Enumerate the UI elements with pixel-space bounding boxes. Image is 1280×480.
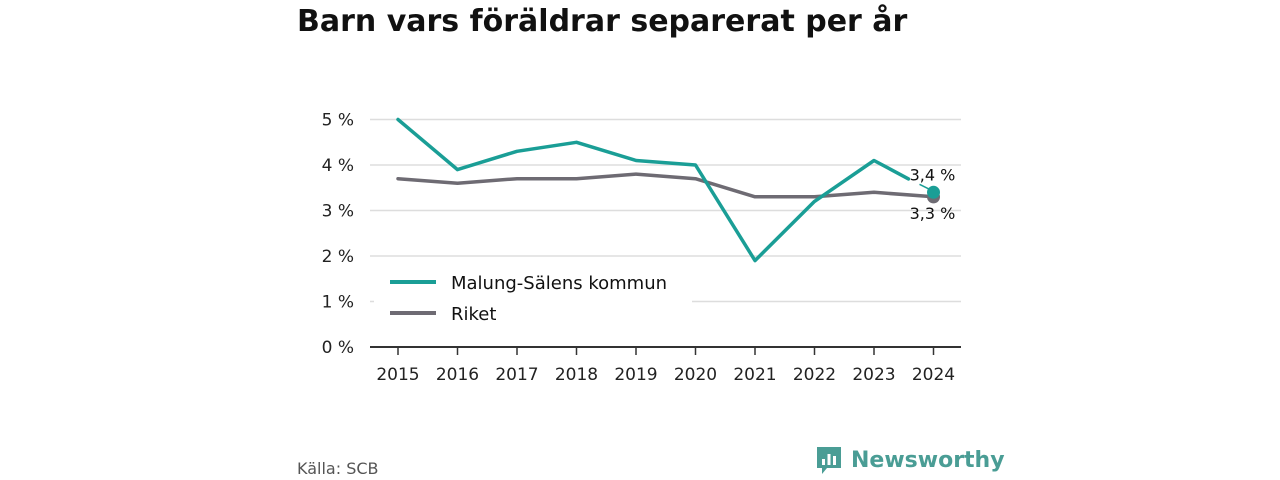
legend-label: Malung-Sälens kommun xyxy=(451,273,667,294)
legend-label: Riket xyxy=(451,304,496,325)
y-tick-label: 4 % xyxy=(322,156,354,176)
y-tick-label: 0 % xyxy=(322,338,354,358)
brand-logo: Newsworthy xyxy=(815,445,1005,475)
end-value-label: 3,3 % xyxy=(910,204,956,223)
x-tick-label: 2024 xyxy=(912,365,955,385)
legend-background xyxy=(374,265,692,333)
x-tick-label: 2023 xyxy=(852,365,895,385)
x-tick-label: 2016 xyxy=(436,365,479,385)
chart-title: Barn vars föräldrar separerat per år xyxy=(297,4,908,39)
legend: Malung-Sälens kommun Riket xyxy=(374,265,692,333)
series-end-point xyxy=(927,185,940,199)
source-note: Källa: SCB xyxy=(297,459,379,478)
x-tick-label: 2019 xyxy=(614,365,657,385)
y-tick-label: 2 % xyxy=(322,247,354,267)
x-tick-label: 2020 xyxy=(674,365,717,385)
x-tick-label: 2017 xyxy=(495,365,538,385)
series-line xyxy=(396,172,936,199)
series-lines xyxy=(396,117,940,263)
series-line xyxy=(396,117,911,263)
y-tick-label: 3 % xyxy=(322,202,354,222)
x-tick-label: 2018 xyxy=(555,365,598,385)
x-tick-label: 2015 xyxy=(376,365,419,385)
y-axis: 0 % 1 % 2 % 3 % 4 % 5 % xyxy=(322,111,354,359)
x-tick-label: 2022 xyxy=(793,365,836,385)
newsworthy-chart-logo-icon xyxy=(817,447,841,474)
y-tick-label: 1 % xyxy=(322,293,354,313)
brand-name: Newsworthy xyxy=(851,447,1005,473)
x-tick-label: 2021 xyxy=(733,365,776,385)
end-label-connector xyxy=(919,183,930,190)
end-value-label: 3,4 % xyxy=(910,165,956,184)
end-labels: 3,4 % 3,3 % xyxy=(910,165,956,223)
x-axis: 2015 2016 2017 2018 2019 2020 2021 2022 2023 2024 xyxy=(370,346,961,385)
y-tick-label: 5 % xyxy=(322,111,354,131)
